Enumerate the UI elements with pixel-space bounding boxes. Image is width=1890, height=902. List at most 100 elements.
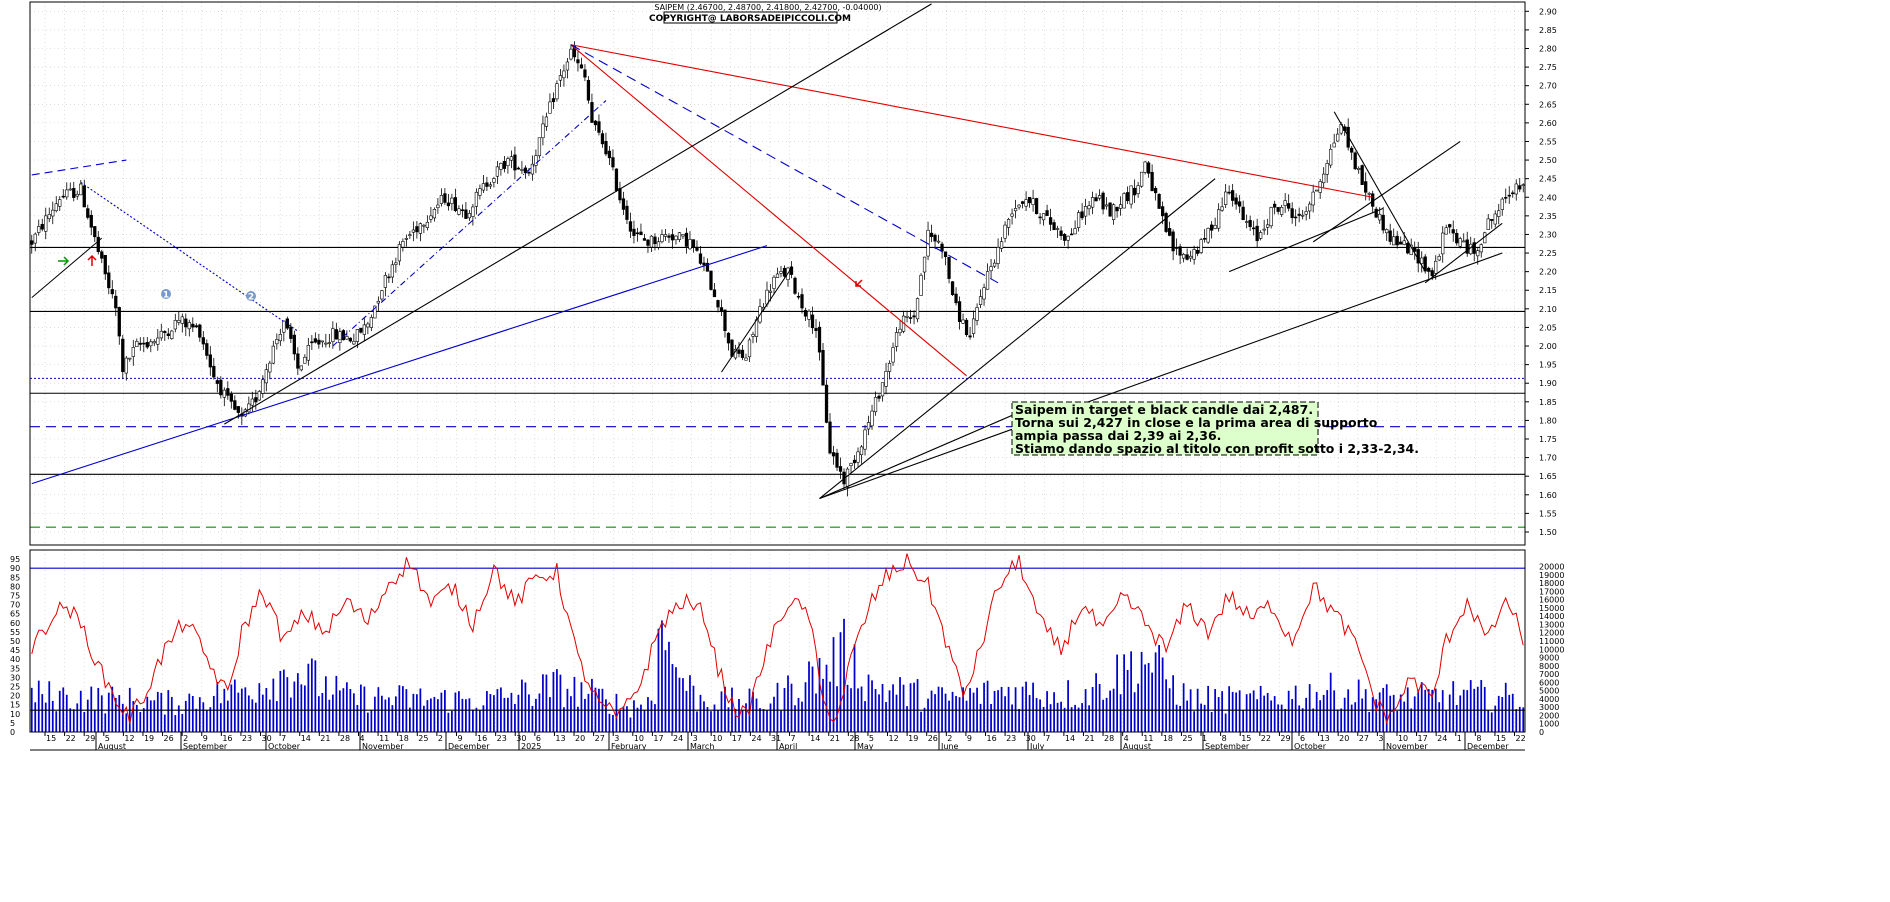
trend-line bbox=[1333, 111, 1426, 272]
candle-down bbox=[1069, 233, 1074, 236]
price-tick-label: 2.25 bbox=[1539, 249, 1557, 258]
day-tick-label: 30 bbox=[1026, 734, 1036, 743]
price-tick-label: 1.75 bbox=[1539, 435, 1557, 444]
candle-up bbox=[509, 156, 514, 161]
candle-down bbox=[950, 281, 955, 295]
candle-up bbox=[996, 247, 1000, 264]
candle-up bbox=[373, 305, 377, 319]
candle-down bbox=[1157, 194, 1161, 209]
candle-down bbox=[114, 295, 118, 309]
candle-down bbox=[460, 209, 465, 212]
volume-tick-label: 20000 bbox=[1539, 563, 1564, 572]
guide-line-short bbox=[721, 267, 792, 373]
day-tick-label: 24 bbox=[751, 734, 761, 743]
candle-down bbox=[523, 167, 528, 174]
candle-down bbox=[40, 223, 44, 230]
day-tick-label: 11 bbox=[379, 734, 389, 743]
volume-tick-label: 4000 bbox=[1539, 695, 1559, 704]
candle-down bbox=[621, 198, 626, 210]
candle-up bbox=[1493, 213, 1497, 225]
oscillator-tick-label: 25 bbox=[10, 683, 20, 692]
candle-up bbox=[1486, 218, 1490, 230]
candle-down bbox=[1395, 235, 1399, 246]
trend-line bbox=[224, 3, 932, 425]
candle-down bbox=[145, 342, 149, 348]
price-tick-label: 2.10 bbox=[1539, 305, 1557, 314]
annotation-line-4: Stiamo dando spazio al titolo con profit… bbox=[1015, 441, 1419, 456]
candle-up bbox=[1076, 212, 1081, 228]
candle-up bbox=[1262, 228, 1266, 231]
day-tick-label: 22 bbox=[66, 734, 76, 743]
candle-down bbox=[803, 310, 808, 317]
candle-down bbox=[1399, 241, 1403, 245]
candle-up bbox=[1139, 171, 1144, 187]
candle-up bbox=[544, 116, 549, 127]
candle-up bbox=[1136, 185, 1140, 194]
candle-up bbox=[488, 184, 493, 187]
candle-down bbox=[72, 188, 76, 198]
marker-2-label: 2 bbox=[248, 293, 254, 303]
candle-up bbox=[268, 362, 272, 373]
candle-up bbox=[751, 334, 755, 337]
candle-down bbox=[194, 325, 198, 328]
candle-down bbox=[1045, 210, 1049, 216]
volume-bars bbox=[30, 618, 1525, 732]
candle-up bbox=[369, 317, 373, 328]
candle-up bbox=[471, 206, 475, 217]
candle-down bbox=[82, 185, 86, 208]
trend-line bbox=[1424, 222, 1503, 284]
day-tick-label: 2 bbox=[438, 734, 443, 743]
trend-line bbox=[1312, 141, 1461, 243]
candle-down bbox=[1297, 213, 1301, 216]
day-tick-label: 21 bbox=[320, 734, 330, 743]
oscillator-tick-label: 50 bbox=[10, 637, 20, 646]
volume-tick-label: 13000 bbox=[1539, 620, 1564, 629]
candle-up bbox=[1066, 235, 1070, 241]
candle-down bbox=[814, 328, 818, 331]
candle-up bbox=[1497, 210, 1501, 217]
candle-down bbox=[527, 171, 531, 174]
oscillator bbox=[30, 553, 1525, 725]
candle-down bbox=[597, 121, 601, 133]
candle-down bbox=[709, 270, 713, 290]
day-tick-label: 28 bbox=[340, 734, 350, 743]
candle-down bbox=[86, 208, 90, 218]
candle-up bbox=[1325, 163, 1329, 175]
candle-down bbox=[1048, 217, 1053, 225]
candle-down bbox=[912, 315, 916, 318]
day-tick-label: 7 bbox=[791, 734, 796, 743]
candle-up bbox=[282, 320, 286, 333]
candle-up bbox=[135, 341, 139, 347]
candle-down bbox=[579, 64, 584, 69]
candle-down bbox=[831, 452, 836, 457]
day-tick-label: 16 bbox=[477, 734, 487, 743]
candle-up bbox=[1122, 193, 1126, 209]
candle-up bbox=[1367, 192, 1371, 195]
candle-up bbox=[765, 289, 769, 305]
oscillator-line bbox=[31, 553, 1524, 725]
candle-up bbox=[919, 274, 923, 296]
candle-down bbox=[1252, 227, 1256, 230]
candle-up bbox=[1090, 197, 1095, 208]
candle-down bbox=[1038, 216, 1042, 219]
candle-down bbox=[212, 365, 216, 378]
day-tick-label: 10 bbox=[1398, 734, 1408, 743]
candle-down bbox=[964, 319, 969, 336]
month-label: December bbox=[1467, 742, 1509, 751]
price-tick-label: 2.30 bbox=[1539, 230, 1557, 239]
candle-up bbox=[408, 234, 412, 236]
day-tick-label: 10 bbox=[712, 734, 722, 743]
candle-up bbox=[565, 61, 570, 71]
volume-tick-label: 3000 bbox=[1539, 703, 1559, 712]
candle-up bbox=[1479, 244, 1483, 253]
candle-down bbox=[551, 98, 556, 103]
candle-up bbox=[481, 183, 486, 191]
candle-up bbox=[124, 357, 128, 374]
volume-tick-label: 11000 bbox=[1539, 637, 1564, 646]
candle-down bbox=[30, 240, 34, 245]
day-tick-label: 28 bbox=[1104, 734, 1114, 743]
candle-down bbox=[1276, 207, 1280, 212]
day-tick-label: 18 bbox=[1163, 734, 1173, 743]
day-tick-label: 22 bbox=[1516, 734, 1526, 743]
candle-up bbox=[247, 403, 251, 413]
